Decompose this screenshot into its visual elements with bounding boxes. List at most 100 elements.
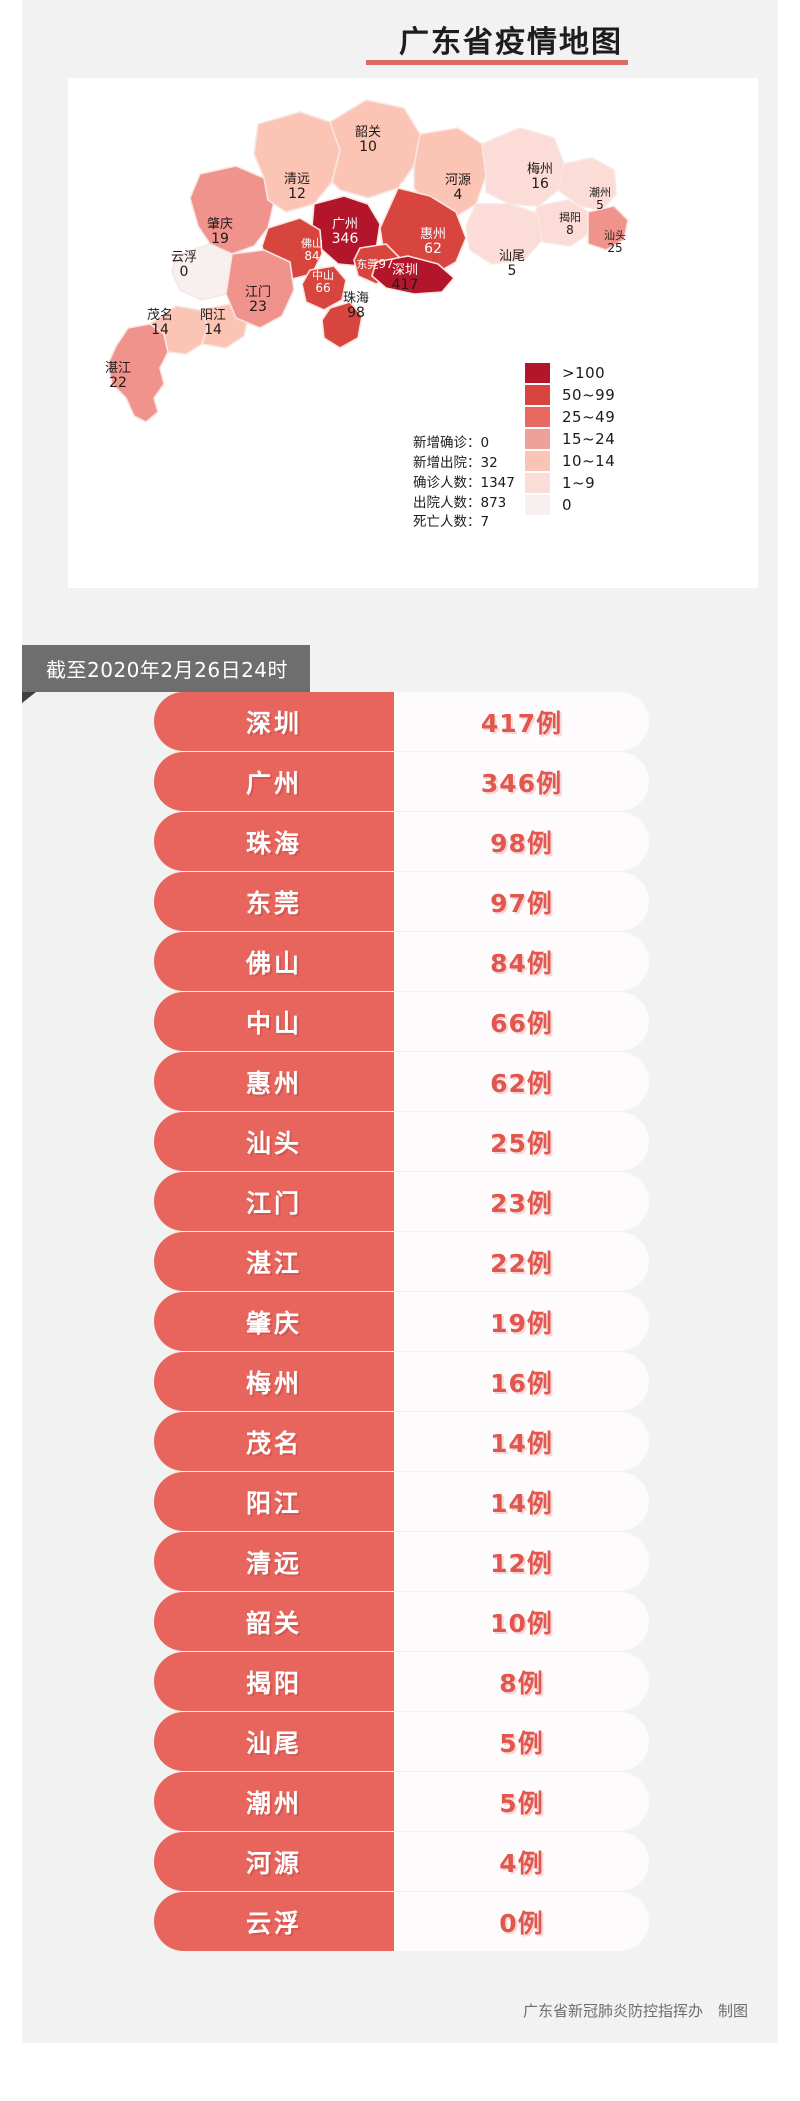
row-value-dongguan: 97例 xyxy=(394,872,649,931)
header: 广东省疫情地图 xyxy=(22,0,778,80)
row-city-guangzhou: 广州 xyxy=(154,752,394,811)
legend-swatch-10-14 xyxy=(525,450,550,471)
row-city-shanwei: 汕尾 xyxy=(154,1712,394,1771)
row-value-qingyuan: 12例 xyxy=(394,1532,649,1591)
legend-label-25-49: 25~49 xyxy=(562,407,616,426)
row-city-qingyuan: 清远 xyxy=(154,1532,394,1591)
row-city-shantou: 汕头 xyxy=(154,1112,394,1171)
legend-row: 0 xyxy=(525,494,615,515)
row-value-jieyang: 8例 xyxy=(394,1652,649,1711)
row-value-yunfu: 0例 xyxy=(394,1892,649,1951)
row-city-maoming: 茂名 xyxy=(154,1412,394,1471)
row-city-zhongshan: 中山 xyxy=(154,992,394,1051)
table-row[interactable]: 梅州 16例 xyxy=(154,1352,649,1411)
date-banner-text: 截至2020年2月26日24时 xyxy=(46,658,289,682)
legend-label-1-9: 1~9 xyxy=(562,473,596,492)
region-jiangmen xyxy=(225,249,295,329)
legend-label-0: 0 xyxy=(562,495,573,514)
legend-swatch-50-99 xyxy=(525,384,550,405)
row-city-yunfu: 云浮 xyxy=(154,1892,394,1951)
legend-row: 15~24 xyxy=(525,428,615,449)
row-city-jiangmen: 江门 xyxy=(154,1172,394,1231)
row-value-jiangmen: 23例 xyxy=(394,1172,649,1231)
row-value-zhuhai: 98例 xyxy=(394,812,649,871)
legend-row: 50~99 xyxy=(525,384,615,405)
row-value-foshan: 84例 xyxy=(394,932,649,991)
page-title: 广东省疫情地图 xyxy=(399,25,623,60)
map-legend: >100 50~99 25~49 15~24 10~14 xyxy=(525,362,615,516)
region-shaoguan xyxy=(329,99,421,199)
guangdong-map: 韶关 10 清远 12 河源 4 梅州 16 潮州 5 肇庆 19 广州 346 惠州 62 揭… xyxy=(68,78,758,588)
legend-row: >100 xyxy=(525,362,615,383)
row-city-yangjiang: 阳江 xyxy=(154,1472,394,1531)
table-row[interactable]: 湛江 22例 xyxy=(154,1232,649,1291)
region-chaozhou xyxy=(557,157,617,211)
table-row[interactable]: 汕头 25例 xyxy=(154,1112,649,1171)
table-row[interactable]: 广州 346例 xyxy=(154,752,649,811)
row-city-heyuan: 河源 xyxy=(154,1832,394,1891)
stat-confirmed: 确诊人数：1347 xyxy=(413,474,515,491)
footer-credit: 广东省新冠肺炎防控指挥办 制图 xyxy=(522,2002,748,2020)
table-row[interactable]: 江门 23例 xyxy=(154,1172,649,1231)
table-row[interactable]: 中山 66例 xyxy=(154,992,649,1051)
region-qingyuan xyxy=(253,111,341,213)
table-row[interactable]: 韶关 10例 xyxy=(154,1592,649,1651)
table-row[interactable]: 汕尾 5例 xyxy=(154,1712,649,1771)
table-row[interactable]: 珠海 98例 xyxy=(154,812,649,871)
city-case-list: 深圳 417例 广州 346例 珠海 98例 东莞 97例 佛山 84例 中山 … xyxy=(154,692,649,1952)
region-zhuhai xyxy=(321,301,363,349)
table-row[interactable]: 肇庆 19例 xyxy=(154,1292,649,1351)
legend-row: 25~49 xyxy=(525,406,615,427)
row-city-meizhou: 梅州 xyxy=(154,1352,394,1411)
row-city-dongguan: 东莞 xyxy=(154,872,394,931)
row-value-guangzhou: 346例 xyxy=(394,752,649,811)
region-zhanjiang xyxy=(107,323,169,423)
region-heyuan xyxy=(413,127,487,219)
row-value-zhaoqing: 19例 xyxy=(394,1292,649,1351)
page-left-margin xyxy=(0,0,22,2101)
table-row[interactable]: 揭阳 8例 xyxy=(154,1652,649,1711)
table-row[interactable]: 茂名 14例 xyxy=(154,1412,649,1471)
legend-swatch-25-49 xyxy=(525,406,550,427)
row-value-heyuan: 4例 xyxy=(394,1832,649,1891)
row-value-yangjiang: 14例 xyxy=(394,1472,649,1531)
table-row[interactable]: 云浮 0例 xyxy=(154,1892,649,1951)
ribbon-fold-shape xyxy=(22,692,36,703)
table-row[interactable]: 佛山 84例 xyxy=(154,932,649,991)
row-city-huizhou: 惠州 xyxy=(154,1052,394,1111)
legend-label-15-24: 15~24 xyxy=(562,429,616,448)
guangdong-map-svg xyxy=(107,99,629,423)
table-row[interactable]: 阳江 14例 xyxy=(154,1472,649,1531)
map-card: 韶关 10 清远 12 河源 4 梅州 16 潮州 5 肇庆 19 广州 346 惠州 62 揭… xyxy=(68,78,758,588)
region-shanwei xyxy=(465,203,543,265)
row-city-zhaoqing: 肇庆 xyxy=(154,1292,394,1351)
legend-swatch-15-24 xyxy=(525,428,550,449)
legend-label-10-14: 10~14 xyxy=(562,451,616,470)
region-shantou xyxy=(587,205,629,251)
stat-deaths: 死亡人数：7 xyxy=(413,514,490,531)
legend-row: 10~14 xyxy=(525,450,615,471)
row-city-zhuhai: 珠海 xyxy=(154,812,394,871)
region-shenzhen xyxy=(371,255,455,295)
row-value-maoming: 14例 xyxy=(394,1412,649,1471)
table-row[interactable]: 清远 12例 xyxy=(154,1532,649,1591)
table-row[interactable]: 河源 4例 xyxy=(154,1832,649,1891)
row-value-shenzhen: 417例 xyxy=(394,692,649,751)
table-row[interactable]: 东莞 97例 xyxy=(154,872,649,931)
page-bottom-margin xyxy=(0,2043,800,2101)
row-value-zhanjiang: 22例 xyxy=(394,1232,649,1291)
row-city-chaozhou: 潮州 xyxy=(154,1772,394,1831)
row-value-shanwei: 5例 xyxy=(394,1712,649,1771)
region-meizhou xyxy=(481,127,565,207)
table-row[interactable]: 潮州 5例 xyxy=(154,1772,649,1831)
row-value-chaozhou: 5例 xyxy=(394,1772,649,1831)
page-right-margin xyxy=(778,0,800,2101)
table-row[interactable]: 深圳 417例 xyxy=(154,692,649,751)
date-banner: 截至2020年2月26日24时 xyxy=(22,645,311,703)
row-city-zhanjiang: 湛江 xyxy=(154,1232,394,1291)
row-city-shaoguan: 韶关 xyxy=(154,1592,394,1651)
row-city-jieyang: 揭阳 xyxy=(154,1652,394,1711)
table-row[interactable]: 惠州 62例 xyxy=(154,1052,649,1111)
region-zhongshan xyxy=(301,265,347,311)
